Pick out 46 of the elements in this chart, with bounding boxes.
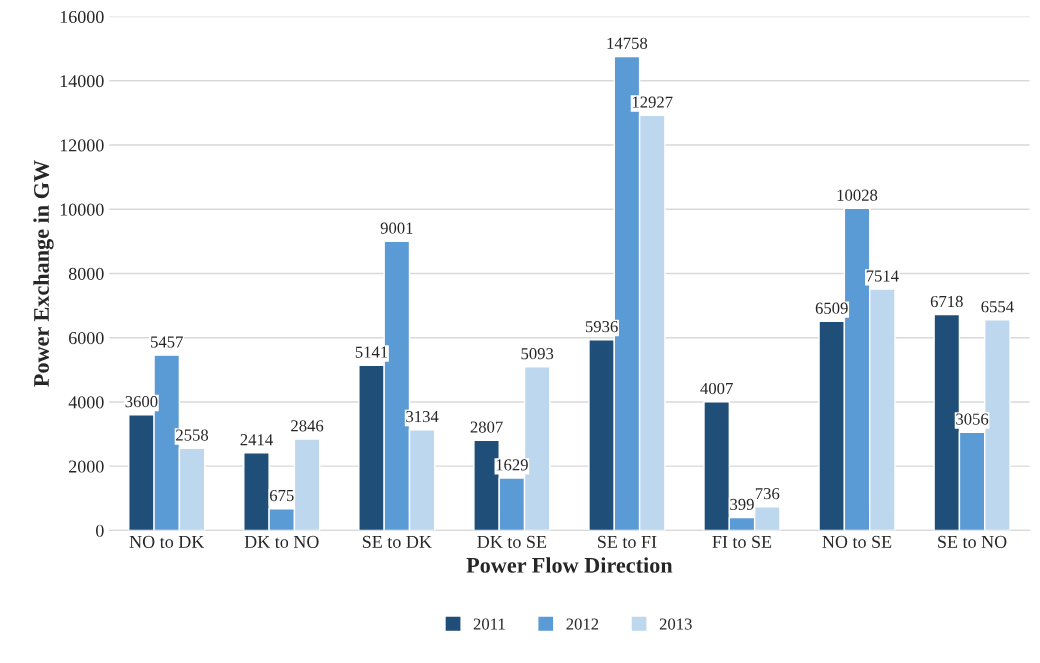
x-tick-label: SE to FI xyxy=(598,535,657,548)
data-label: 12927 xyxy=(632,96,673,108)
y-axis-title: Power Exchange in GW xyxy=(33,160,54,387)
x-tick-label: DK to NO xyxy=(244,535,319,548)
y-tick-label: 0 xyxy=(96,524,104,537)
y-tick-label: 6000 xyxy=(69,331,104,345)
x-axis-title: Power Flow Direction xyxy=(466,557,673,573)
legend-label: 2011 xyxy=(473,618,505,630)
data-label: 4007 xyxy=(700,382,733,395)
data-label: 9001 xyxy=(380,222,413,234)
data-label: 3600 xyxy=(125,395,158,408)
data-label: 6554 xyxy=(981,301,1014,313)
x-tick-label: NO to DK xyxy=(129,535,205,548)
y-tick-label: 2000 xyxy=(69,460,104,473)
data-label: 5936 xyxy=(585,321,618,333)
x-tick-label: NO to SE xyxy=(822,535,892,548)
data-label: 2414 xyxy=(240,434,273,446)
data-label: 2807 xyxy=(470,421,503,433)
y-tick-label: 14000 xyxy=(60,75,104,88)
y-tick-label: 12000 xyxy=(60,139,104,152)
data-label: 5457 xyxy=(151,336,183,348)
data-label: 1629 xyxy=(496,459,528,471)
data-label: 14758 xyxy=(607,37,648,49)
x-tick-label: SE to DK xyxy=(362,535,432,548)
data-label: 2846 xyxy=(291,420,324,432)
data-label: 675 xyxy=(269,489,294,502)
y-tick-label: 4000 xyxy=(68,396,104,409)
legend-label: 2013 xyxy=(659,618,692,630)
data-label: 6718 xyxy=(930,295,963,308)
y-tick-label: 16000 xyxy=(60,10,104,24)
data-label: 5141 xyxy=(355,346,388,358)
y-tick-label: 8000 xyxy=(68,267,104,280)
data-label: 2558 xyxy=(176,429,209,441)
legend-label: 2012 xyxy=(566,618,599,630)
x-tick-label: FI to SE xyxy=(712,535,772,548)
data-label: 3134 xyxy=(406,411,439,423)
data-label: 399 xyxy=(730,498,754,511)
data-label: 6509 xyxy=(815,302,848,314)
data-label: 10028 xyxy=(837,189,878,201)
data-label: 3056 xyxy=(956,413,989,425)
x-tick-label: SE to NO xyxy=(938,535,1007,548)
data-label: 7514 xyxy=(866,270,899,282)
data-label: 5093 xyxy=(521,348,554,360)
y-tick-label: 10000 xyxy=(60,203,104,216)
x-tick-label: DK to SE xyxy=(477,535,547,548)
data-label: 736 xyxy=(755,488,780,500)
